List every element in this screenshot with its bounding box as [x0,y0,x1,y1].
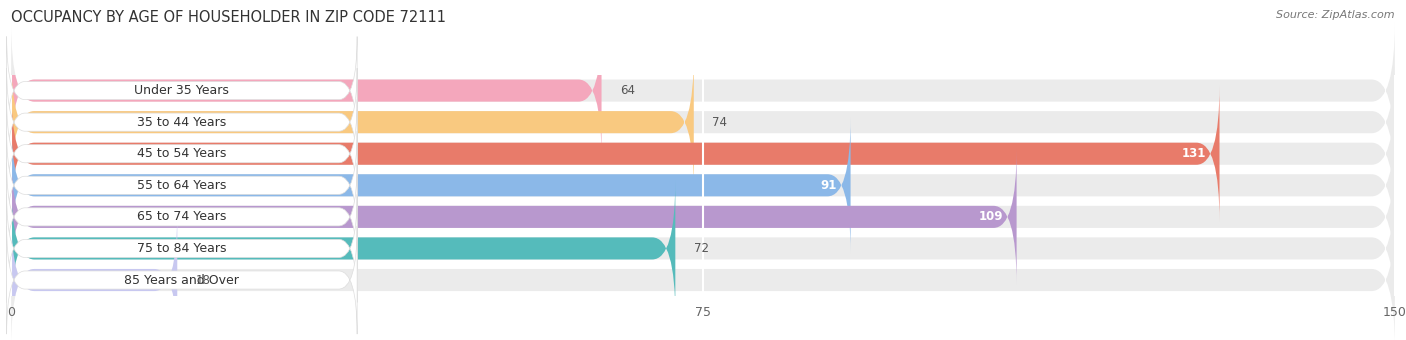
FancyBboxPatch shape [11,23,602,158]
Text: 109: 109 [979,210,1002,223]
FancyBboxPatch shape [7,163,357,271]
FancyBboxPatch shape [7,36,357,144]
FancyBboxPatch shape [11,181,675,316]
FancyBboxPatch shape [11,23,1395,158]
Text: 75 to 84 Years: 75 to 84 Years [138,242,226,255]
FancyBboxPatch shape [7,68,357,176]
FancyBboxPatch shape [11,54,1395,190]
Text: 65 to 74 Years: 65 to 74 Years [138,210,226,223]
Text: OCCUPANCY BY AGE OF HOUSEHOLDER IN ZIP CODE 72111: OCCUPANCY BY AGE OF HOUSEHOLDER IN ZIP C… [11,10,446,25]
FancyBboxPatch shape [11,86,1395,222]
Text: 45 to 54 Years: 45 to 54 Years [138,147,226,160]
Text: 18: 18 [195,273,211,287]
FancyBboxPatch shape [11,212,1395,340]
FancyBboxPatch shape [11,149,1017,285]
FancyBboxPatch shape [7,226,357,334]
Text: 72: 72 [693,242,709,255]
Text: 55 to 64 Years: 55 to 64 Years [138,179,226,192]
FancyBboxPatch shape [11,149,1395,285]
Text: 35 to 44 Years: 35 to 44 Years [138,116,226,129]
FancyBboxPatch shape [7,194,357,303]
Text: 74: 74 [713,116,727,129]
FancyBboxPatch shape [7,100,357,208]
Text: 85 Years and Over: 85 Years and Over [125,273,239,287]
FancyBboxPatch shape [11,54,693,190]
FancyBboxPatch shape [7,131,357,239]
FancyBboxPatch shape [11,86,1219,222]
Text: Source: ZipAtlas.com: Source: ZipAtlas.com [1277,10,1395,20]
FancyBboxPatch shape [11,117,1395,253]
FancyBboxPatch shape [11,117,851,253]
Text: 91: 91 [820,179,837,192]
FancyBboxPatch shape [11,181,1395,316]
Text: Under 35 Years: Under 35 Years [135,84,229,97]
FancyBboxPatch shape [11,212,177,340]
Text: 64: 64 [620,84,636,97]
Text: 131: 131 [1181,147,1206,160]
